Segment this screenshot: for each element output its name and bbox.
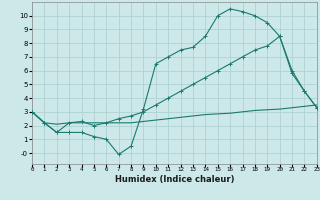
X-axis label: Humidex (Indice chaleur): Humidex (Indice chaleur) [115, 175, 234, 184]
